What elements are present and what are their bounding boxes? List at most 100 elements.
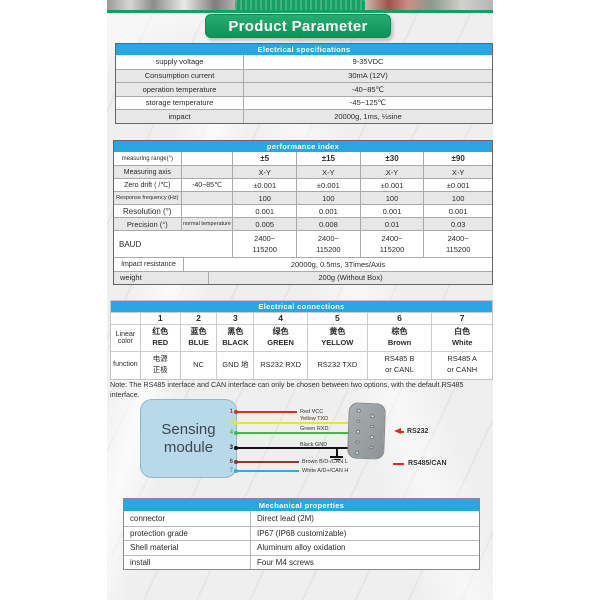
perf-value: ±15: [297, 152, 361, 165]
table-row: Precision (°) normal temperature 0.005 0…: [114, 217, 492, 230]
perf-value: 0.001: [361, 205, 425, 217]
color-cn: 黄色: [329, 327, 346, 337]
baud-bottom: 115200: [316, 245, 341, 254]
perf-label: Resolution (°): [114, 205, 182, 217]
mech-label: protection grade: [124, 526, 251, 540]
pin-number-label: 6: [229, 459, 233, 465]
pin-function: RS232 RXD: [254, 351, 308, 379]
spec-value: -45~125℃: [349, 98, 387, 108]
pin-number: 5: [308, 312, 368, 324]
spec-value: 9-35VDC: [352, 57, 384, 67]
pin-number: 1: [141, 312, 181, 324]
wire-color-row: Linear color 红色 RED 蓝色 BLUE 黑色 BLACK 绿色 GREE…: [111, 323, 492, 351]
baud-top: 2400~: [254, 233, 276, 243]
pin-number-row: 1 2 3 4 5 6 7: [111, 311, 492, 324]
mech-label: install: [124, 555, 251, 569]
perf-value: 100: [233, 192, 298, 204]
perf-value: ±0.001: [297, 179, 361, 191]
table-header: performance index: [114, 141, 492, 152]
wire-green: [236, 432, 349, 434]
table-row: supply voltage 9-35VDC: [116, 55, 492, 69]
pin-number-label: 4: [229, 430, 233, 436]
wire-color: 白色 White: [432, 325, 492, 351]
color-en: RED: [152, 337, 169, 347]
perf-label: Response frequency (Hz): [114, 192, 182, 204]
electrical-connections-table: Electrical connections 1 2 3 4 5 6 7 Lin…: [110, 300, 493, 380]
table-row: measuring range(°) ±5 ±15 ±30 ±90: [114, 152, 492, 165]
wire-color: 蓝色 BLUE: [181, 324, 218, 351]
perf-label: Precision (°): [114, 218, 182, 230]
perf-value: 2400~ 115200: [361, 231, 425, 257]
table-row: BAUD 2400~ 115200 2400~ 115200 2400~ 115…: [114, 230, 492, 257]
pin-function: GND 地: [217, 351, 255, 379]
color-en: White: [451, 337, 473, 347]
mech-value: Direct lead (2M): [257, 513, 314, 523]
perf-value: 0.001: [233, 205, 298, 217]
perf-value: 0.01: [361, 218, 425, 230]
table-row: operation temperature -40~85℃: [116, 82, 492, 96]
fn-line: 电源: [152, 354, 168, 364]
wire-label: White A/D+/CAN H: [302, 468, 349, 474]
module-label: Sensing: [161, 421, 216, 439]
table-row: Impact resistance 20000g, 0.5ms, 3Times/…: [114, 257, 492, 271]
spec-label: operation temperature: [116, 83, 244, 96]
perf-value: 100: [297, 192, 361, 204]
table-row: Zero drift ( /℃) -40~85℃ ±0.001 ±0.001 ±…: [114, 178, 492, 191]
perf-value: 0.005: [233, 218, 298, 230]
table-row: Response frequency (Hz) 100 100 100 100: [114, 191, 492, 204]
wire-color: 黑色 BLACK: [217, 324, 255, 351]
electrical-specifications-table: Electrical specifications supply voltage…: [115, 43, 493, 124]
mech-label: Shell material: [124, 541, 251, 555]
color-cn: 黑色: [227, 327, 244, 337]
baud-top: 2400~: [381, 233, 403, 243]
green-divider: [107, 10, 493, 13]
corner-cell: [111, 312, 141, 324]
perf-condition: [182, 166, 234, 178]
rs232-label: RS232: [407, 428, 429, 435]
performance-index-table: performance index measuring range(°) ±5 …: [113, 140, 493, 285]
row-label: function: [111, 351, 141, 379]
perf-condition: normal temperature: [182, 218, 234, 230]
pin-function: NC: [181, 351, 218, 379]
table-row: Consumption current 30mA (12V): [116, 68, 492, 82]
spec-value: -40~85℃: [352, 84, 384, 94]
pin-number: 7: [459, 313, 465, 323]
perf-value: 2400~ 115200: [233, 231, 298, 257]
wire-black: [236, 447, 353, 449]
table-row: storage temperature -45~125℃: [116, 95, 492, 109]
fn-line: RS485 A: [447, 354, 477, 364]
mech-value: Four M4 screws: [257, 557, 314, 567]
table-row: Resolution (°) 0.001 0.001 0.001 0.001: [114, 204, 492, 217]
table-row: Measuring axis X-Y X-Y X-Y X-Y: [114, 165, 492, 178]
mech-value: IP67 (IP68 customizable): [257, 528, 347, 538]
perf-value: ±0.001: [233, 179, 298, 191]
wire-brown: [236, 461, 299, 463]
table-row: connector Direct lead (2M): [124, 511, 479, 526]
perf-condition: [182, 205, 234, 217]
perf-value: ±30: [361, 152, 425, 165]
color-cn: 绿色: [272, 327, 289, 337]
wire-label: Yellow TXD: [300, 416, 329, 422]
rs232-arrow-icon: [391, 428, 401, 434]
spec-label: storage temperature: [116, 96, 244, 109]
fn-line: RS485 B: [384, 354, 415, 364]
color-en: YELLOW: [321, 337, 354, 347]
perf-value: 0.008: [297, 218, 361, 230]
perf-value: X-Y: [451, 167, 465, 177]
perf-value: ±0.001: [446, 180, 470, 190]
color-cn: 红色: [152, 327, 169, 337]
perf-value: X-Y: [361, 166, 425, 178]
wire-red: [236, 411, 297, 413]
spec-label: impact: [116, 110, 244, 123]
fn-line: RS232 TXD: [317, 359, 358, 369]
wire-blue: [236, 470, 299, 472]
wire-color: 棕色 Brown: [368, 324, 433, 351]
table-row: weight 200g (Without Box): [114, 270, 492, 284]
perf-value: ±0.001: [361, 179, 425, 191]
baud-top: 2400~: [447, 233, 469, 243]
wire-label: Red VCC: [300, 409, 324, 415]
baud-bottom: 115200: [252, 245, 277, 254]
perf-value: 2400~ 115200: [297, 231, 361, 257]
